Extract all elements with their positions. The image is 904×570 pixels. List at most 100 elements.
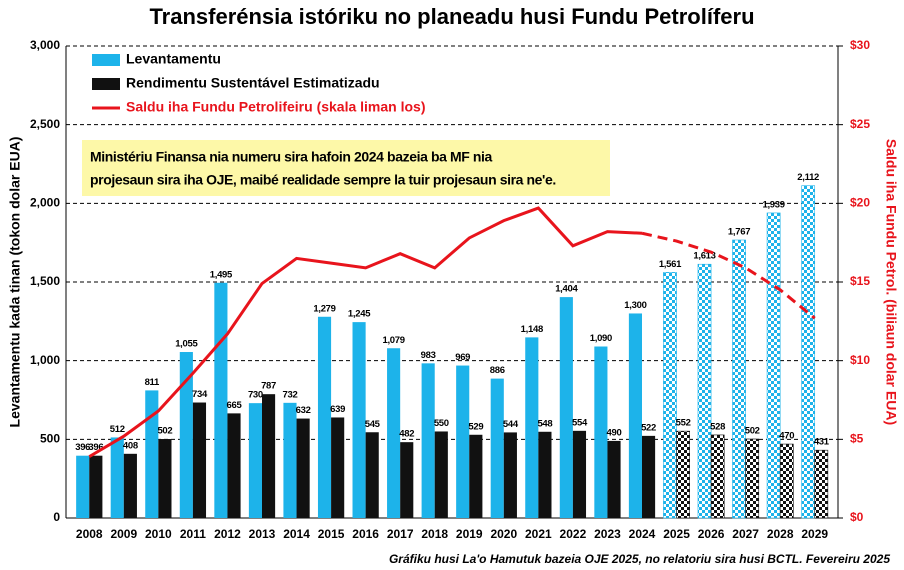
data-label: 665 [227,400,243,411]
bar [594,346,608,518]
data-label: 396 [75,442,90,453]
x-tick-label: 2022 [560,527,587,541]
annotation: projesaun sira iha OJE, maibé realidade … [90,172,556,188]
bar [745,438,760,519]
bar [469,434,483,518]
data-label: 1,939 [762,199,784,210]
x-tick-label: 2029 [801,527,828,541]
annotation: Ministériu Finansa nia numeru sira hafoi… [90,149,493,165]
bar [262,394,276,518]
legend-label: Levantamentu [126,51,221,67]
data-label: 787 [261,381,276,392]
y2-tick-label: $5 [850,432,864,446]
data-label: 1,404 [555,284,578,295]
bar [434,431,448,518]
data-label: 529 [468,421,483,432]
data-label: 1,148 [521,324,543,335]
bar [283,402,297,518]
x-tick-label: 2010 [145,527,172,541]
y2-tick-label: $20 [850,196,870,210]
bar [538,431,552,518]
data-label: 1,300 [624,300,646,311]
y-tick-label: 0 [53,510,60,524]
data-label: 969 [455,352,470,363]
x-tick-label: 2024 [629,527,656,541]
data-label: 886 [490,365,505,376]
bar [663,272,677,519]
y-tick-label: 2,500 [30,117,60,131]
data-label: 1,279 [313,303,335,314]
bar [89,455,103,518]
x-tick-label: 2019 [456,527,483,541]
bar [779,443,794,519]
legend-label: Rendimentu Sustentável Estimatizadu [126,75,380,91]
bar [214,282,228,518]
bar [676,430,690,519]
y2-axis-label: Saldu iha Fundu Petrol. (biliaun dolar E… [883,139,899,425]
annotation-box [82,140,610,196]
line [88,206,643,458]
x-tick-label: 2008 [76,527,103,541]
y-tick-label: 2,000 [30,196,60,210]
data-label: 545 [365,419,381,430]
bar [179,352,193,518]
x-tick-label: 2011 [180,527,206,541]
x-tick-label: 2018 [421,527,448,541]
y2-tick-label: $25 [850,117,870,131]
bar [192,402,207,518]
x-tick-label: 2023 [594,527,621,541]
bar [456,365,470,518]
bar [732,239,746,519]
data-label: 1,561 [659,259,682,270]
bar [76,455,90,518]
bar [572,430,587,518]
data-label: 552 [676,418,691,429]
bar [227,413,241,518]
bar [697,263,712,519]
data-label: 983 [421,350,436,361]
data-label: 1,613 [693,251,715,262]
x-tick-label: 2025 [663,527,690,541]
bar [331,417,345,518]
data-label: 554 [572,417,588,428]
data-label: 548 [537,418,552,429]
x-tick-label: 2013 [249,527,276,541]
data-label: 1,055 [175,339,198,350]
bar [421,363,435,518]
bar [145,390,159,518]
bar [110,437,124,518]
x-tick-label: 2020 [490,527,517,541]
y2-tick-label: $0 [850,510,864,524]
bar [642,435,656,518]
bar [317,316,332,518]
data-label: 2,112 [797,172,819,183]
data-label: 502 [157,426,172,437]
data-label: 732 [283,389,298,400]
y-axis-label: Levantamentu kada tinan (tokon dolar EUA… [7,137,23,428]
data-label: 1,495 [210,269,233,280]
bar [400,442,414,518]
x-tick-label: 2027 [732,527,759,541]
bar [628,313,642,518]
data-label: 639 [330,404,345,415]
x-tick-label: 2028 [767,527,794,541]
y-tick-label: 1,000 [30,353,60,367]
data-label: 730 [248,390,263,401]
bar [352,322,366,518]
data-label: 490 [607,427,622,438]
data-label: 431 [814,437,830,448]
data-label: 522 [641,422,656,433]
bar [158,439,172,518]
bar [503,432,517,518]
y2-tick-label: $10 [850,353,870,367]
data-label: 544 [503,419,519,430]
bar [559,297,573,518]
bar [525,337,539,518]
data-label: 1,079 [382,335,404,346]
footnote: Gráfiku husi La'o Hamutuk bazeia OJE 202… [389,552,890,566]
data-label: 512 [110,424,125,435]
data-label: 1,090 [590,333,612,344]
x-tick-label: 2026 [698,527,725,541]
bar [766,212,781,519]
chart-title: Transferénsia istóriku no planeadu husi … [149,4,754,29]
